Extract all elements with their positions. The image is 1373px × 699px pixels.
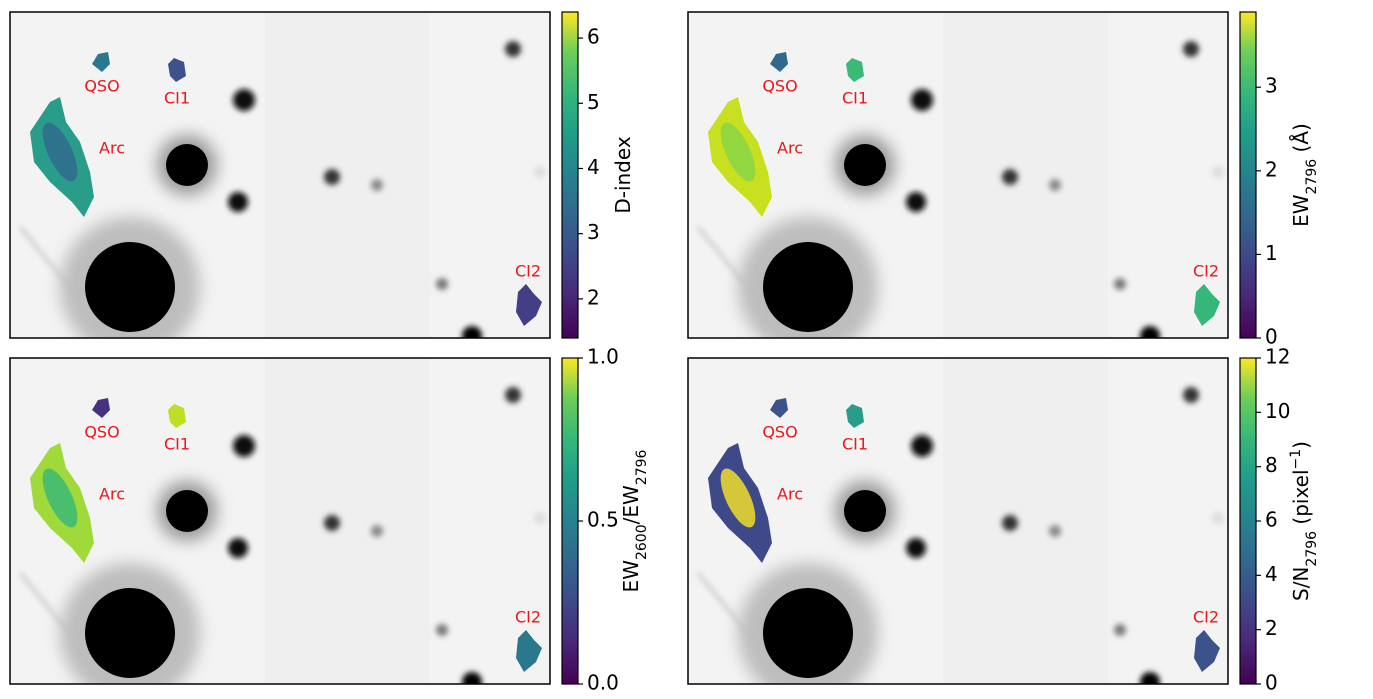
- colorbar-tick-label: 12: [1265, 345, 1290, 369]
- colorbar-tick-label: 6: [587, 25, 600, 49]
- image-frame: [687, 357, 1229, 685]
- label-part: 2796: [1304, 531, 1320, 567]
- colorbar-tick-label: 0: [1265, 325, 1278, 349]
- annotation: Arc: [777, 485, 803, 504]
- label-part: EW: [1289, 194, 1313, 227]
- annotation: CI1: [164, 435, 190, 454]
- colorbar-label: EW2600/EW2796: [619, 449, 650, 592]
- colorbar: [561, 11, 579, 339]
- label-part: ): [1289, 441, 1313, 449]
- qso-region: [92, 52, 110, 72]
- annotation: QSO: [762, 77, 797, 96]
- colorbar-tick-label: 5: [587, 90, 600, 114]
- image-frame: [9, 357, 551, 685]
- annotation: QSO: [84, 77, 119, 96]
- colorbar: [1239, 11, 1257, 339]
- colorbar-tick-label: 2: [587, 285, 600, 309]
- colorbar-label: S/N2796 (pixel−1): [1288, 441, 1320, 601]
- image-panel: [688, 358, 1248, 695]
- colorbar: [1239, 357, 1257, 685]
- annotation: CI1: [164, 89, 190, 108]
- label-part: 2600: [634, 524, 650, 560]
- label-part: S/N: [1289, 567, 1313, 601]
- image-frame: [687, 11, 1229, 339]
- colorbar-tick-label: 1.0: [587, 345, 619, 369]
- annotation: CI2: [1193, 608, 1219, 627]
- colorbar-label: D-index: [611, 136, 635, 213]
- colorbar-tick-label: 4: [587, 155, 600, 179]
- ci1-region: [168, 404, 186, 428]
- colorbar-tick-label: 2: [1265, 157, 1278, 181]
- colorbar-tick-label: 2: [1265, 616, 1278, 640]
- label-part: 2796: [1304, 159, 1320, 195]
- qso-region: [92, 398, 110, 418]
- annotation: CI1: [842, 89, 868, 108]
- arc-core: [720, 468, 756, 528]
- annotation: CI2: [1193, 262, 1219, 281]
- ci2-region: [1194, 630, 1220, 672]
- annotation: QSO: [762, 423, 797, 442]
- colorbar-tick-label: 3: [1265, 74, 1278, 98]
- label-part: /EW: [619, 485, 643, 524]
- label-part: (pixel: [1289, 469, 1313, 531]
- qso-region: [770, 398, 788, 418]
- colorbar-tick-label: 4: [1265, 562, 1278, 586]
- arc-core: [42, 468, 78, 528]
- ci1-region: [846, 58, 864, 82]
- annotation: Arc: [99, 485, 125, 504]
- colorbar-tick-label: 10: [1265, 399, 1290, 423]
- label-part: D-index: [611, 136, 635, 213]
- colorbar: [561, 357, 579, 685]
- annotation: CI2: [515, 608, 541, 627]
- annotation: CI1: [842, 435, 868, 454]
- colorbar-tick-label: 1: [1265, 241, 1278, 265]
- image-panel: [688, 12, 1248, 357]
- ci1-region: [168, 58, 186, 82]
- colorbar-tick-label: 0: [1265, 671, 1278, 695]
- ci2-region: [516, 630, 542, 672]
- colorbar-tick-label: 0.5: [587, 508, 619, 532]
- colorbar-tick-label: 8: [1265, 453, 1278, 477]
- arc-core: [42, 122, 78, 182]
- annotation: Arc: [99, 139, 125, 158]
- colorbar-tick-label: 6: [1265, 508, 1278, 532]
- label-part: EW: [619, 560, 643, 593]
- ci2-region: [516, 284, 542, 326]
- image-frame: [9, 11, 551, 339]
- annotation: QSO: [84, 423, 119, 442]
- ci2-region: [1194, 284, 1220, 326]
- ci1-region: [846, 404, 864, 428]
- qso-region: [770, 52, 788, 72]
- colorbar-tick-label: 0.0: [587, 671, 619, 695]
- image-panel: [10, 12, 570, 357]
- arc-core: [720, 122, 756, 182]
- colorbar-tick-label: 3: [587, 220, 600, 244]
- colorbar-label: EW2796 (Å): [1289, 123, 1320, 227]
- label-part: 2796: [634, 449, 650, 485]
- label-part: −1: [1288, 449, 1304, 470]
- annotation: CI2: [515, 262, 541, 281]
- label-part: (Å): [1289, 123, 1313, 159]
- image-panel: [10, 358, 570, 695]
- annotation: Arc: [777, 139, 803, 158]
